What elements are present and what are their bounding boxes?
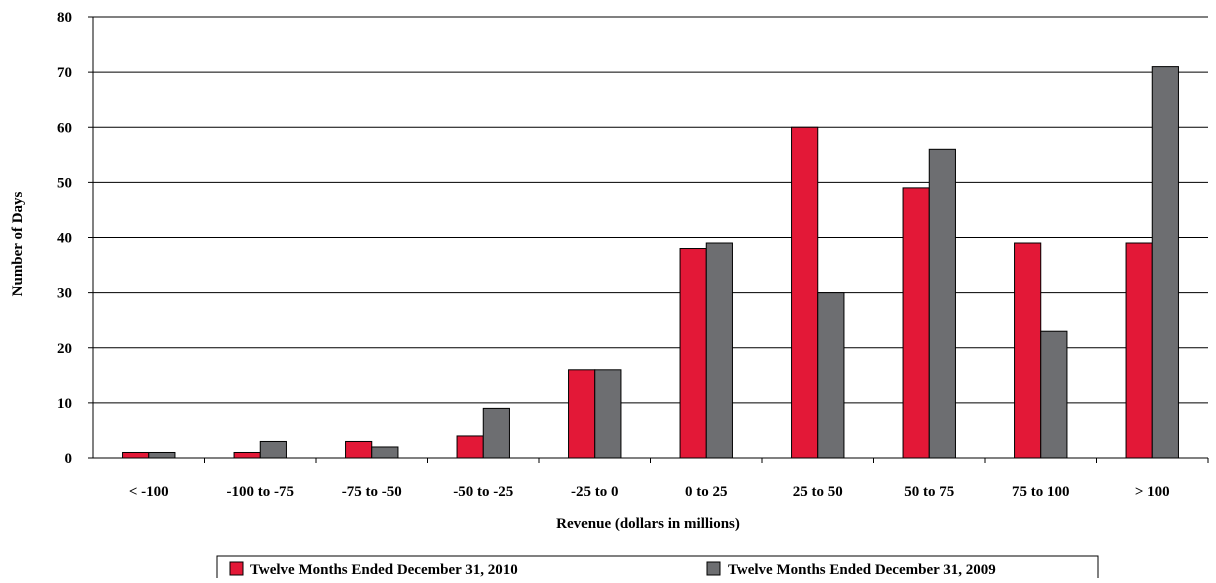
- legend: Twelve Months Ended December 31, 2010 Tw…: [216, 555, 1099, 581]
- bar-2010: [456, 435, 484, 459]
- y-tick-label: 70: [57, 65, 72, 81]
- bar-2010: [679, 248, 707, 459]
- bar-2009: [817, 292, 845, 459]
- legend-frame: [216, 555, 1099, 581]
- legend-swatch-2009: [706, 561, 721, 576]
- bar-2010: [1014, 242, 1042, 459]
- bar-2009: [259, 440, 287, 459]
- x-tick-label: > 100: [1135, 484, 1170, 500]
- x-tick-label: 50 to 75: [904, 484, 954, 500]
- y-tick-label: 60: [57, 120, 72, 136]
- bar-2010: [345, 440, 373, 459]
- y-tick-label: 30: [57, 286, 72, 302]
- bar-2010: [568, 369, 596, 459]
- legend-swatch-2010: [229, 561, 244, 576]
- legend-label-2010: Twelve Months Ended December 31, 2010: [250, 562, 518, 578]
- y-tick-label: 50: [57, 175, 72, 191]
- y-tick-label: 0: [65, 451, 73, 467]
- bar-2009: [594, 369, 622, 459]
- x-tick-label: < -100: [129, 484, 169, 500]
- x-tick-label: -50 to -25: [453, 484, 513, 500]
- bar-2009: [928, 148, 956, 459]
- y-tick-label: 80: [57, 10, 72, 26]
- bar-2010: [902, 187, 930, 459]
- y-tick-label: 20: [57, 341, 72, 357]
- x-tick-label: 75 to 100: [1012, 484, 1070, 500]
- axes: 0 10 20 30 40 50 60 70 80 < -100 -100 to -75 -75 to…: [57, 10, 1209, 500]
- y-tick-label: 40: [57, 231, 72, 247]
- bar-2009: [148, 451, 176, 459]
- y-axis-title: Number of Days: [10, 191, 26, 296]
- bar-2009: [371, 446, 399, 459]
- x-tick-label: 0 to 25: [685, 484, 728, 500]
- bar-2009: [1040, 330, 1068, 459]
- x-tick-label: 25 to 50: [793, 484, 843, 500]
- bar-2010: [122, 451, 150, 459]
- legend-label-2009: Twelve Months Ended December 31, 2009: [728, 562, 996, 578]
- bar-2009: [1151, 66, 1179, 459]
- x-axis-title: Revenue (dollars in millions): [556, 516, 740, 532]
- bar-2010: [1125, 242, 1153, 459]
- x-tick-label: -75 to -50: [342, 484, 402, 500]
- bar-2009: [705, 242, 733, 459]
- bar-2010: [791, 126, 819, 459]
- gridlines: [93, 16, 1208, 404]
- bar-2010: [233, 451, 261, 459]
- x-tick-label: -25 to 0: [571, 484, 619, 500]
- x-tick-label: -100 to -75: [227, 484, 295, 500]
- bars: [122, 66, 1179, 459]
- y-tick-label: 10: [57, 396, 72, 412]
- bar-2009: [482, 407, 510, 459]
